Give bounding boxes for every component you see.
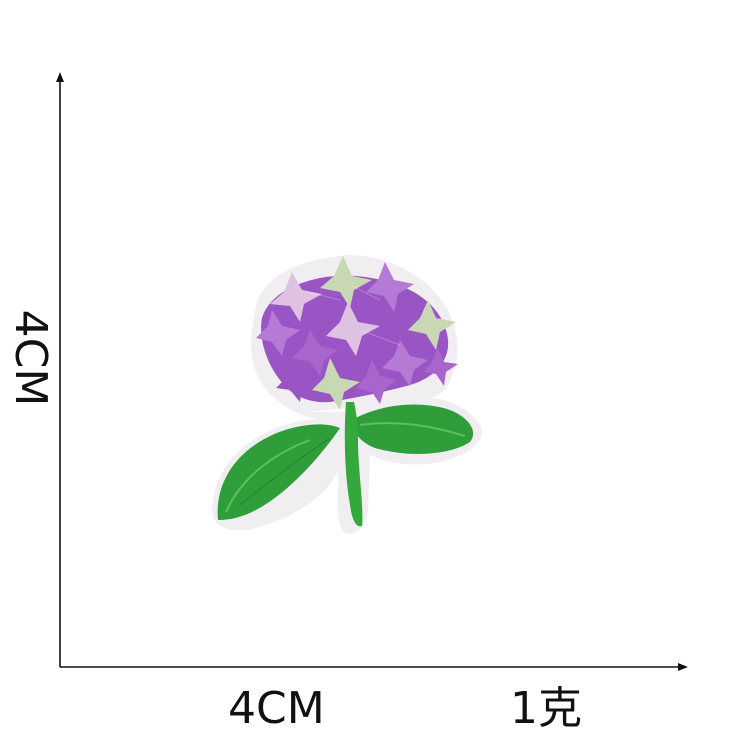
horizontal-axis <box>60 663 688 671</box>
height-dimension-label: 4CM <box>5 309 56 407</box>
vertical-axis <box>56 72 64 667</box>
hydrangea-flowers <box>256 256 458 410</box>
weight-label: 1克 <box>510 683 582 734</box>
width-dimension-label: 4CM <box>228 683 325 734</box>
stem <box>344 402 363 527</box>
left-leaf <box>217 424 340 520</box>
right-leaf <box>352 404 474 454</box>
